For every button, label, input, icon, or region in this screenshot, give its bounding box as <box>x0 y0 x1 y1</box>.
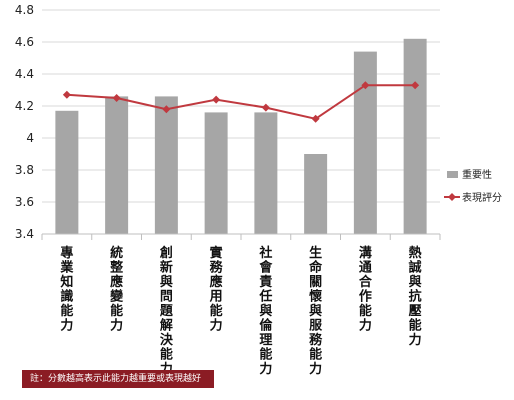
bar <box>105 96 129 235</box>
x-tick-label: 專業知識能力 <box>59 245 74 334</box>
y-tick-label: 4.2 <box>15 99 34 113</box>
x-tick-label: 社會責任與倫理能力 <box>258 245 273 377</box>
x-tick-label: 實務應用能力 <box>209 245 224 334</box>
x-tick-label: 生命關懷與服務能力 <box>308 245 323 377</box>
legend-label: 表現評分 <box>462 191 502 204</box>
y-tick-label: 4.8 <box>15 3 34 17</box>
bar <box>254 112 278 234</box>
bar <box>304 154 328 234</box>
line-point <box>411 81 420 90</box>
x-tick-label: 溝通合作能力 <box>359 245 373 334</box>
line-point <box>112 94 121 102</box>
line-point <box>261 103 270 112</box>
y-tick-label: 3.8 <box>15 163 34 177</box>
y-tick-label: 4 <box>26 131 34 145</box>
line-series-performance <box>62 81 420 123</box>
bar <box>353 51 377 234</box>
bar <box>55 110 79 234</box>
bar <box>154 96 178 235</box>
performance-line <box>66 84 416 120</box>
x-axis: 專業知識能力 統整應變能力 創新與問題解決能力 實務應用能力 社會責任與倫理能力 生命關懷… <box>41 233 441 377</box>
y-tick-label: 4.6 <box>15 35 34 49</box>
line-point <box>361 81 370 90</box>
bar <box>403 38 427 234</box>
y-tick-label: 3.4 <box>15 227 34 241</box>
x-tick-label: 熱誠與抗壓能力 <box>409 245 422 348</box>
x-tick-label: 創新與問題解決能力 <box>159 245 174 377</box>
line-point <box>162 105 171 114</box>
legend-swatch-marker <box>448 193 456 201</box>
line-point <box>212 95 221 104</box>
x-tick-label: 統整應變能力 <box>109 245 124 334</box>
line-point <box>62 90 71 99</box>
y-tick-label: 4.4 <box>15 67 34 81</box>
y-axis: 3.4 3.6 3.8 4 4.2 4.4 4.6 4.8 <box>15 3 34 241</box>
y-tick-label: 3.6 <box>15 195 34 209</box>
legend-label: 重要性 <box>462 168 492 181</box>
footnote: 註：分數越高表示此能力越重要或表現越好 <box>22 370 214 388</box>
bar <box>204 112 228 234</box>
bar-series-importance <box>55 38 427 235</box>
grid-lines <box>42 9 440 235</box>
legend-swatch-bar <box>447 171 458 178</box>
line-point <box>311 114 320 123</box>
